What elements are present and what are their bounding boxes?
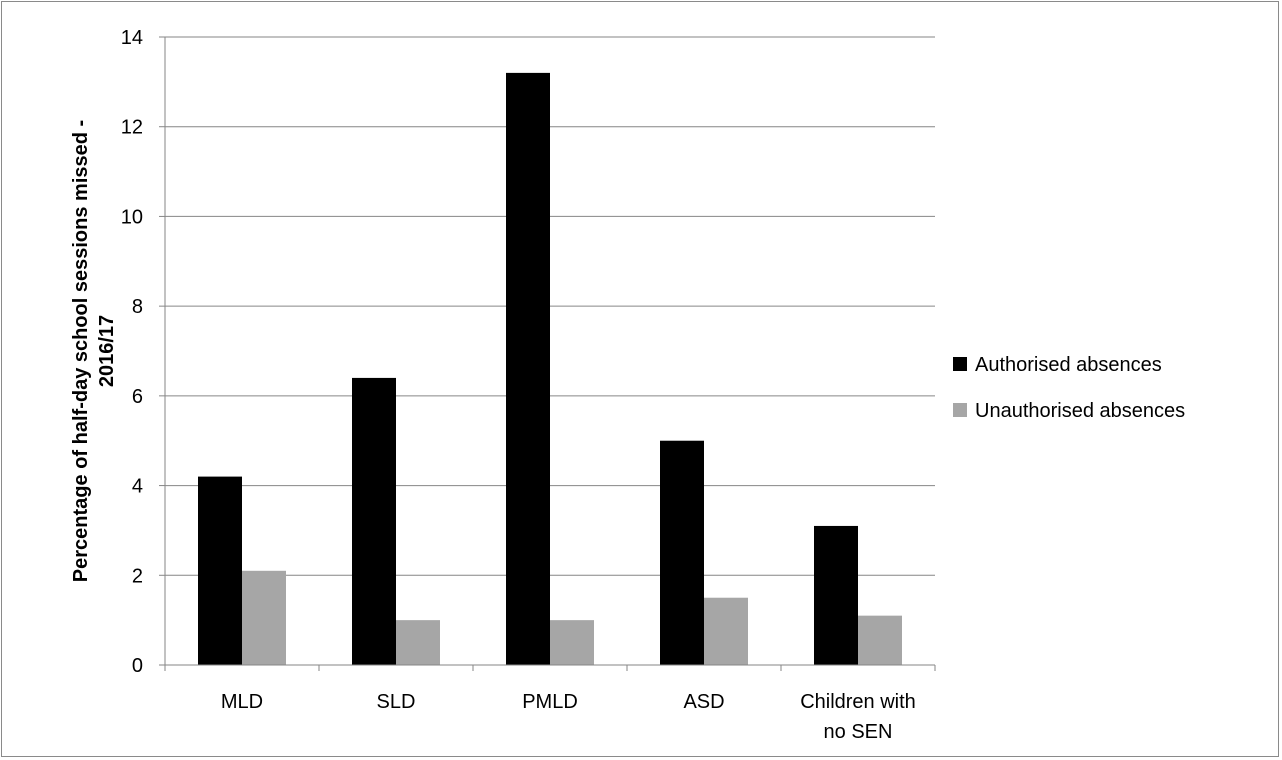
y-axis-title-line: Percentage of half-day school sessions m…	[70, 120, 92, 582]
y-tick-label: 6	[132, 386, 143, 408]
x-axis-ticks: MLD SLD PMLD ASD Children with no SEN	[221, 691, 916, 743]
x-tick-label: MLD	[221, 691, 263, 713]
y-tick-label: 10	[121, 206, 143, 228]
bar-unauthorised	[396, 620, 440, 665]
y-axis-ticks: 0 2 4 6 8 10 12 14	[121, 27, 143, 677]
y-tick-label: 8	[132, 296, 143, 318]
y-tick-label: 4	[132, 476, 143, 498]
bar-unauthorised	[242, 570, 286, 665]
x-tick-label: no SEN	[824, 721, 893, 743]
y-axis-title: Percentage of half-day school sessions m…	[70, 120, 118, 582]
legend-swatch	[953, 403, 967, 417]
x-tick-label: ASD	[683, 691, 724, 713]
y-tick-label: 0	[132, 655, 143, 677]
bar-authorised	[198, 476, 242, 665]
legend-label: Authorised absences	[975, 354, 1162, 376]
bar-authorised	[660, 440, 704, 665]
bars	[198, 72, 902, 665]
bar-unauthorised	[858, 615, 902, 665]
bar-unauthorised	[704, 597, 748, 665]
axes	[159, 36, 936, 671]
legend: Authorised absences Unauthorised absences	[953, 354, 1185, 422]
x-tick-label: PMLD	[522, 691, 578, 713]
x-tick-label: SLD	[377, 691, 416, 713]
bar-unauthorised	[550, 620, 594, 665]
legend-swatch	[953, 357, 967, 371]
x-tick-label: Children with	[800, 691, 916, 713]
y-axis-title-line: 2016/17	[96, 315, 118, 387]
y-tick-label: 14	[121, 27, 143, 49]
bar-authorised	[352, 377, 396, 665]
y-tick-label: 12	[121, 117, 143, 139]
bar-authorised	[814, 525, 858, 665]
bar-authorised	[506, 72, 550, 665]
y-axis-label: Percentage of half-day school sessions m…	[70, 120, 118, 582]
legend-label: Unauthorised absences	[975, 400, 1185, 422]
y-tick-label: 2	[132, 565, 143, 587]
